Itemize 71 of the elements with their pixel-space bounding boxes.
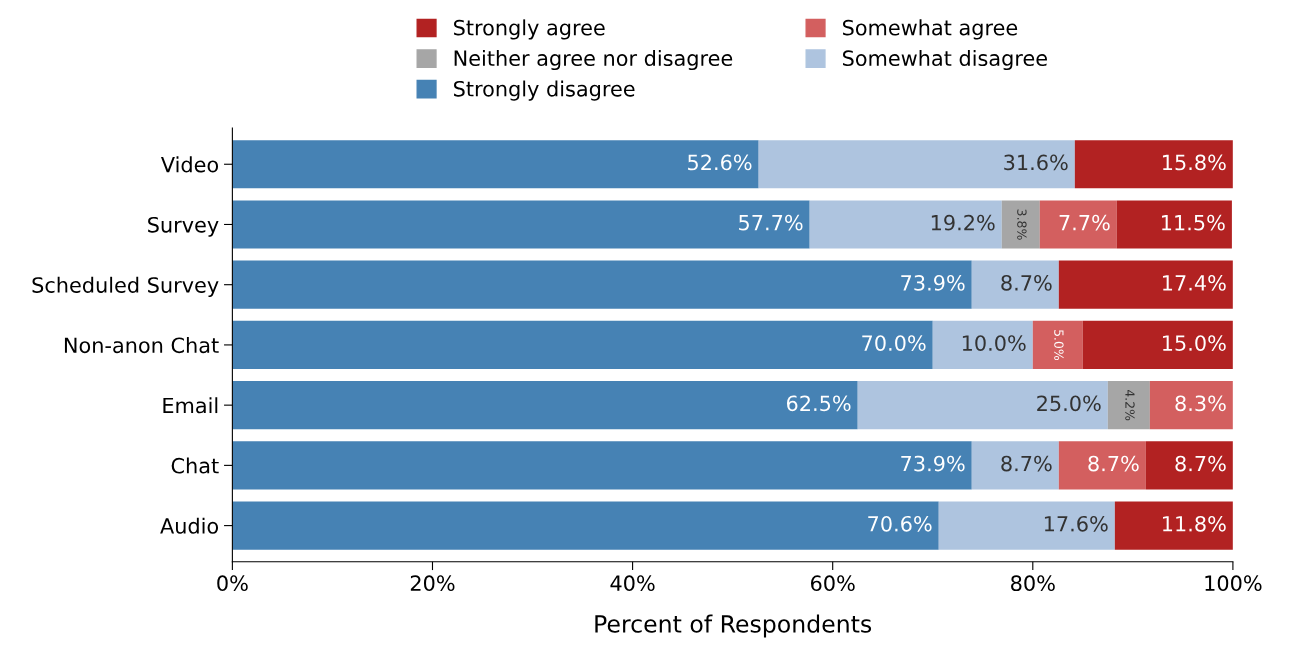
bar xyxy=(938,501,1115,550)
data-label: 73.9% xyxy=(901,274,965,291)
data-label: 31.6% xyxy=(1004,154,1068,171)
data-label: 17.4% xyxy=(1163,274,1226,291)
bar xyxy=(758,140,1075,189)
bar xyxy=(232,260,972,309)
bar xyxy=(232,381,858,430)
data-label: 19.2% xyxy=(931,214,995,231)
bar xyxy=(1149,381,1233,430)
bar xyxy=(1082,320,1233,370)
data-label: 5.0% xyxy=(1054,330,1064,361)
x-tick-label: 0% xyxy=(217,575,248,592)
bar xyxy=(1058,441,1146,490)
bar xyxy=(232,441,972,490)
data-label: 52.6% xyxy=(688,154,752,171)
data-label: 73.9% xyxy=(901,455,965,472)
legend-label: Strongly disagree xyxy=(454,80,635,101)
bar xyxy=(971,441,1059,490)
bar xyxy=(971,260,1059,309)
bar xyxy=(932,320,1033,370)
data-label: 8.7% xyxy=(1088,455,1139,472)
legend-label: Somewhat disagree xyxy=(842,49,1047,71)
bar xyxy=(1001,200,1040,249)
data-label: 70.6% xyxy=(868,515,932,532)
x-tick-label: 100% xyxy=(1205,575,1262,592)
bar xyxy=(232,501,939,550)
y-tick-label: Scheduled Survey xyxy=(32,276,219,297)
y-tick-label: Survey xyxy=(148,216,219,237)
bar xyxy=(1074,140,1233,189)
data-label: 10.0% xyxy=(962,335,1026,351)
data-label: 8.3% xyxy=(1175,395,1226,412)
x-tick-label: 80% xyxy=(1011,575,1055,592)
x-tick-label: 20% xyxy=(410,575,455,592)
data-label: 7.7% xyxy=(1059,214,1110,231)
legend-label: Somewhat agree xyxy=(842,19,1018,40)
y-tick-label: Audio xyxy=(160,517,219,534)
bar xyxy=(1058,260,1233,309)
bar xyxy=(809,200,1002,249)
y-tick-label: Video xyxy=(160,156,219,173)
y-tick-label: Non-anon Chat xyxy=(64,337,219,354)
data-label: 8.7% xyxy=(1001,455,1052,472)
data-label: 17.6% xyxy=(1044,515,1108,532)
data-label: 4.2% xyxy=(1125,389,1135,421)
bar xyxy=(1107,381,1150,430)
data-label: 57.7% xyxy=(739,214,803,231)
data-label: 62.5% xyxy=(786,395,851,412)
data-label: 11.5% xyxy=(1162,214,1225,231)
data-label: 25.0% xyxy=(1037,395,1101,412)
y-tick-label: Email xyxy=(163,397,218,414)
data-label: 15.0% xyxy=(1163,335,1226,351)
x-axis-title: Percent of Respondents xyxy=(595,614,872,638)
bar xyxy=(1032,320,1083,370)
bar xyxy=(857,381,1108,430)
data-label: 8.7% xyxy=(1175,455,1226,472)
x-tick-label: 40% xyxy=(610,575,655,592)
y-tick-label: Chat xyxy=(171,457,219,474)
bar xyxy=(1116,200,1232,249)
bar xyxy=(1114,501,1233,550)
legend-label: Strongly agree xyxy=(454,19,605,40)
data-label: 70.0% xyxy=(862,335,926,351)
legend-label: Neither agree nor disagree xyxy=(454,49,733,71)
bar xyxy=(1039,200,1117,249)
bar xyxy=(232,320,933,370)
data-label: 11.8% xyxy=(1163,515,1226,532)
bar xyxy=(232,140,759,189)
data-label: 8.7% xyxy=(1001,274,1052,291)
bar xyxy=(1145,441,1233,490)
data-label: 3.8% xyxy=(1017,209,1027,240)
bar xyxy=(232,200,810,249)
data-label: 15.8% xyxy=(1163,154,1226,171)
x-tick-label: 60% xyxy=(811,575,855,592)
